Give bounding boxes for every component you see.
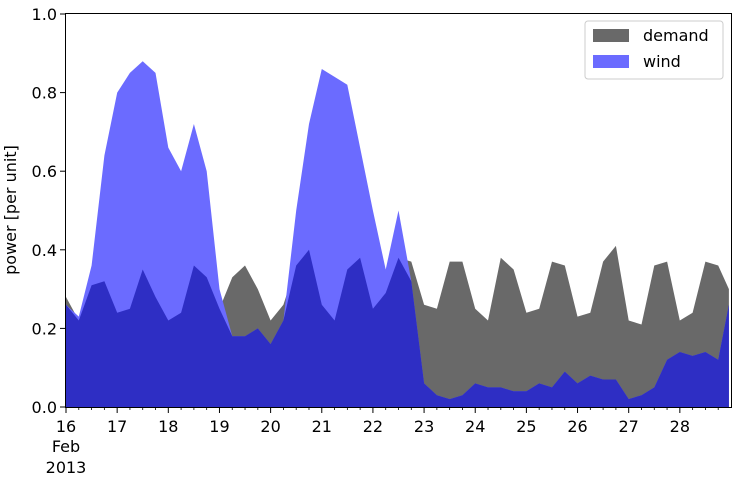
wind-area [66,61,729,407]
plot-areas [66,61,729,407]
legend: demand wind [584,20,724,80]
x-tick-label: 16 [56,417,76,436]
x-tick-label: 26 [567,417,587,436]
legend-swatch-wind [593,55,629,68]
x-tick-label: 20 [260,417,280,436]
y-tick-label: 0.8 [32,84,57,103]
overlap-area [66,249,729,407]
x-tick-label: 22 [363,417,383,436]
x-tick-label: 17 [107,417,127,436]
y-tick-label: 1.0 [32,5,57,24]
x-tick-label: 27 [619,417,639,436]
y-axis-label: power [per unit] [1,145,20,275]
x-tick-label: 18 [158,417,178,436]
legend-label-demand: demand [643,26,709,45]
x-tick-label: 19 [209,417,229,436]
y-tick-label: 0.2 [32,319,57,338]
y-axis: 0.0 0.2 0.4 0.6 0.8 1.0 [32,5,66,417]
x-tick-label: 24 [465,417,485,436]
x-tick-sublabel-year: 2013 [46,458,87,477]
y-tick-label: 0.4 [32,241,57,260]
y-tick-label: 0.6 [32,162,57,181]
x-tick-label: 21 [312,417,332,436]
x-tick-label: 23 [414,417,434,436]
x-tick-label: 25 [516,417,536,436]
x-tick-sublabel-month: Feb [52,437,80,456]
y-tick-label: 0.0 [32,398,57,417]
x-axis: 16 17 18 19 20 21 22 23 24 25 26 27 28 [56,407,719,436]
x-tick-label: 28 [670,417,690,436]
legend-swatch-demand [593,29,629,42]
legend-label-wind: wind [643,52,681,71]
